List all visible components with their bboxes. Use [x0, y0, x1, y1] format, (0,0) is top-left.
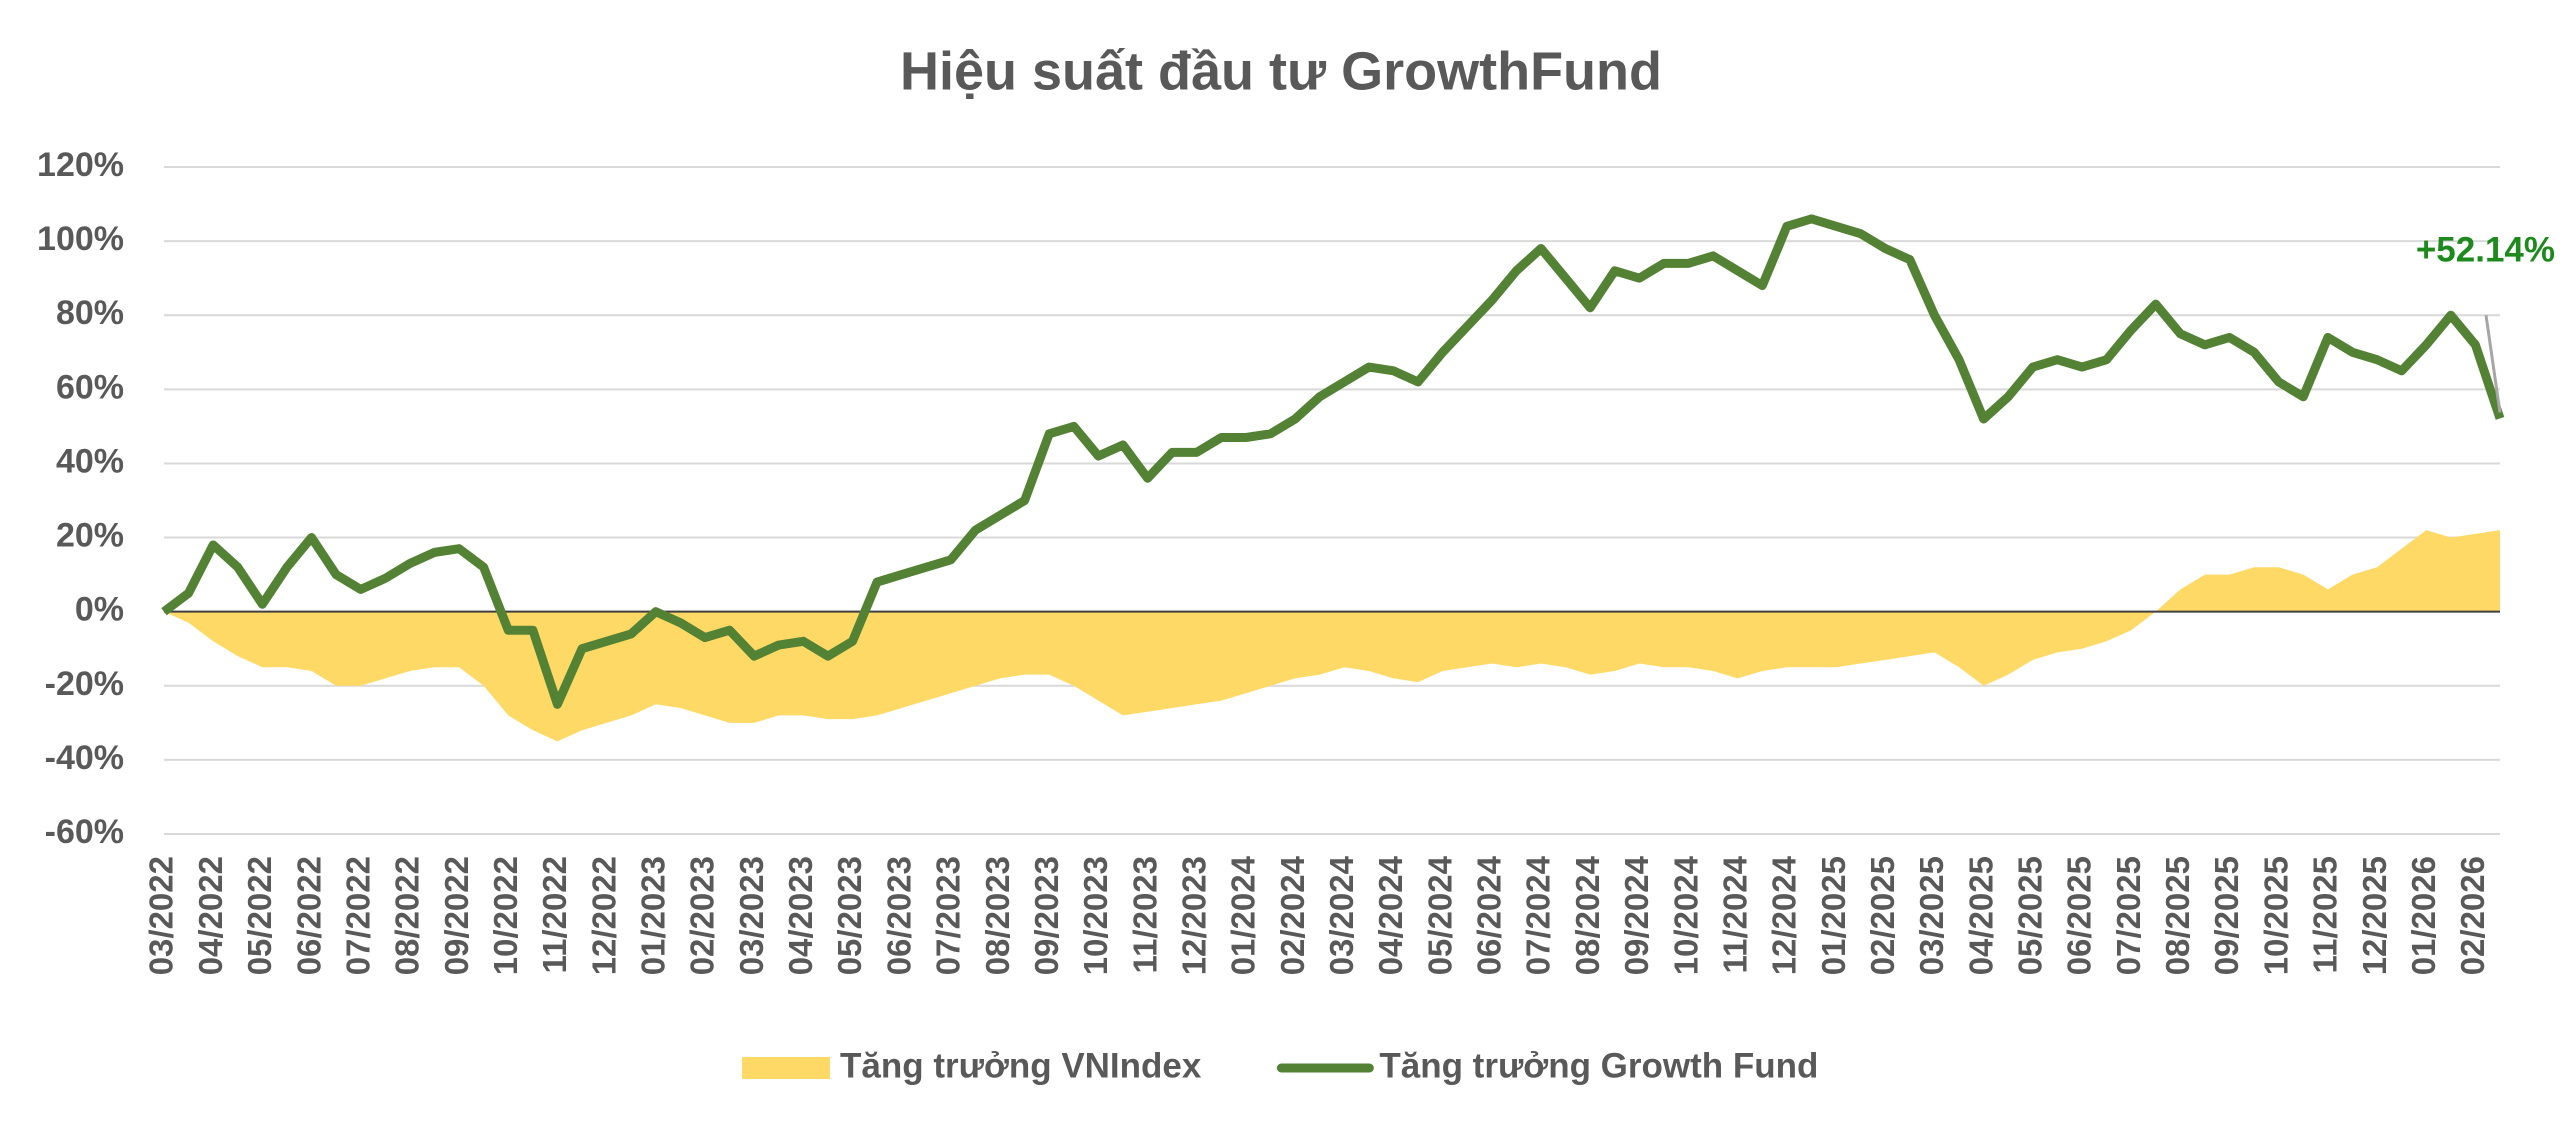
x-tick-label: 03/2022	[143, 856, 180, 975]
x-tick-label: 09/2023	[1028, 856, 1065, 975]
x-tick-label: 07/2022	[339, 856, 376, 975]
area	[164, 530, 2500, 742]
x-tick-label: 06/2024	[1471, 855, 1508, 975]
y-tick-label: 80%	[56, 294, 124, 332]
x-tick-label: 04/2024	[1372, 855, 1409, 975]
chart-title: Hiệu suất đầu tư GrowthFund	[900, 41, 1662, 101]
x-tick-label: 08/2022	[389, 856, 426, 975]
x-tick-label: 09/2024	[1618, 855, 1655, 975]
x-tick-label: 09/2025	[2208, 856, 2245, 975]
x-tick-label: 04/2025	[1962, 856, 1999, 975]
x-tick-label: 03/2023	[733, 856, 770, 975]
x-tick-label: 11/2025	[2307, 856, 2344, 973]
x-tick-label: 07/2024	[1520, 855, 1557, 975]
x-tick-label: 09/2022	[438, 856, 475, 975]
x-tick-label: 05/2025	[2012, 856, 2049, 975]
y-tick-label: -40%	[45, 739, 124, 777]
x-tick-label: 05/2022	[241, 856, 278, 975]
legend-label: Tăng trưởng VNIndex	[840, 1046, 1202, 1085]
x-tick-label: 02/2024	[1274, 855, 1311, 975]
x-tick-label: 10/2025	[2257, 856, 2294, 975]
x-tick-label: 02/2025	[1864, 856, 1901, 975]
x-tick-label: 12/2024	[1766, 855, 1803, 975]
y-tick-label: -60%	[45, 813, 124, 851]
x-tick-label: 01/2026	[2405, 856, 2442, 975]
x-tick-label: 10/2024	[1667, 855, 1704, 975]
x-tick-label: 02/2026	[2454, 856, 2491, 975]
x-tick-label: 06/2023	[880, 856, 917, 975]
y-tick-label: 120%	[37, 146, 124, 184]
x-tick-label: 10/2023	[1077, 856, 1114, 975]
x-tick-label: 12/2023	[1175, 856, 1212, 975]
x-tick-label: 04/2022	[192, 856, 229, 975]
annotation-leader	[2484, 315, 2502, 413]
x-tick-label: 05/2024	[1421, 855, 1458, 975]
line	[161, 214, 2505, 709]
x-tick-label: 01/2023	[635, 856, 672, 975]
x-tick-label: 07/2023	[930, 856, 967, 975]
x-tick-label: 12/2025	[2356, 856, 2393, 975]
x-tick-label: 08/2025	[2159, 856, 2196, 975]
x-tick-label: 01/2025	[1815, 856, 1852, 975]
y-tick-label: 40%	[56, 442, 124, 480]
y-tick-label: 0%	[75, 591, 124, 629]
y-tick-label: 100%	[37, 220, 124, 258]
x-tick-label: 10/2022	[487, 856, 524, 975]
x-tick-label: 05/2023	[831, 856, 868, 975]
x-tick-label: 11/2022	[536, 856, 573, 973]
x-tick-label: 08/2023	[979, 856, 1016, 975]
x-tick-label: 08/2024	[1569, 855, 1606, 975]
x-tick-label: 06/2025	[2061, 856, 2098, 975]
x-tick-label: 12/2022	[585, 856, 622, 975]
x-tick-label: 04/2023	[782, 856, 819, 975]
y-tick-label: -20%	[45, 665, 124, 703]
legend-label: Tăng trưởng Growth Fund	[1379, 1046, 1818, 1085]
x-tick-label: 11/2024	[1716, 855, 1753, 973]
x-tick-label: 06/2022	[290, 856, 327, 975]
x-tick-label: 11/2023	[1126, 856, 1163, 973]
y-tick-label: 60%	[56, 368, 124, 406]
x-tick-label: 03/2025	[1913, 856, 1950, 975]
annotation: +52.14%	[2416, 230, 2555, 269]
x-tick-label: 01/2024	[1225, 855, 1262, 975]
y-tick-label: 20%	[56, 517, 124, 555]
legend-swatch	[742, 1057, 830, 1079]
x-tick-label: 02/2023	[684, 856, 721, 975]
x-tick-label: 03/2024	[1323, 855, 1360, 975]
x-tick-label: 07/2025	[2110, 856, 2147, 975]
